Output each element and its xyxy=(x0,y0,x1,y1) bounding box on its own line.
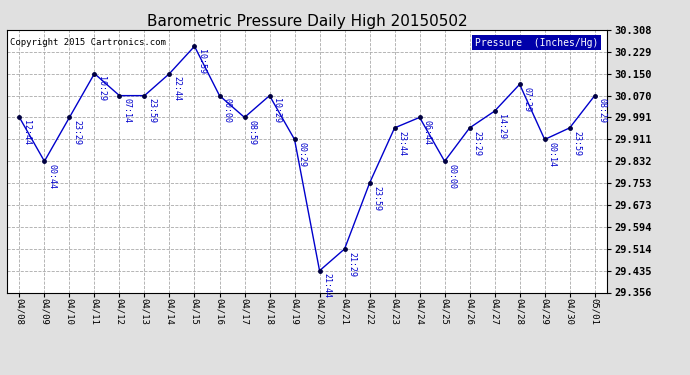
Text: 23:59: 23:59 xyxy=(573,130,582,156)
Text: 00:00: 00:00 xyxy=(222,98,231,123)
Text: 21:44: 21:44 xyxy=(322,273,331,298)
Text: 00:29: 00:29 xyxy=(297,142,306,167)
Text: 22:44: 22:44 xyxy=(172,76,181,101)
Text: 00:00: 00:00 xyxy=(447,164,456,189)
Text: 12:44: 12:44 xyxy=(22,120,31,145)
Text: 07:14: 07:14 xyxy=(122,98,131,123)
Text: 23:59: 23:59 xyxy=(373,186,382,211)
Text: 23:44: 23:44 xyxy=(397,130,406,156)
Text: 00:14: 00:14 xyxy=(547,142,556,167)
Title: Barometric Pressure Daily High 20150502: Barometric Pressure Daily High 20150502 xyxy=(147,14,467,29)
Text: 23:59: 23:59 xyxy=(147,98,156,123)
Text: 21:29: 21:29 xyxy=(347,252,356,277)
Text: Pressure  (Inches/Hg): Pressure (Inches/Hg) xyxy=(475,38,598,48)
Text: 06:44: 06:44 xyxy=(422,120,431,145)
Text: Copyright 2015 Cartronics.com: Copyright 2015 Cartronics.com xyxy=(10,38,166,47)
Text: 23:29: 23:29 xyxy=(473,130,482,156)
Text: 10:29: 10:29 xyxy=(97,76,106,101)
Text: 08:59: 08:59 xyxy=(247,120,256,145)
Text: 14:29: 14:29 xyxy=(497,114,506,139)
Text: 23:29: 23:29 xyxy=(72,120,81,145)
Text: 08:29: 08:29 xyxy=(598,98,607,123)
Text: 10:59: 10:59 xyxy=(197,49,206,74)
Text: 07:29: 07:29 xyxy=(522,87,531,112)
Text: 10:29: 10:29 xyxy=(273,98,282,123)
Text: 00:44: 00:44 xyxy=(47,164,56,189)
